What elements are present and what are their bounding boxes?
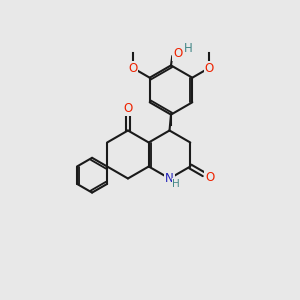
Text: O: O (205, 171, 214, 184)
Text: H: H (172, 178, 180, 189)
Text: N: N (165, 172, 174, 185)
Text: O: O (173, 47, 182, 60)
Text: H: H (183, 42, 192, 56)
Text: O: O (128, 61, 137, 75)
Text: O: O (123, 102, 133, 115)
Text: O: O (205, 61, 214, 75)
